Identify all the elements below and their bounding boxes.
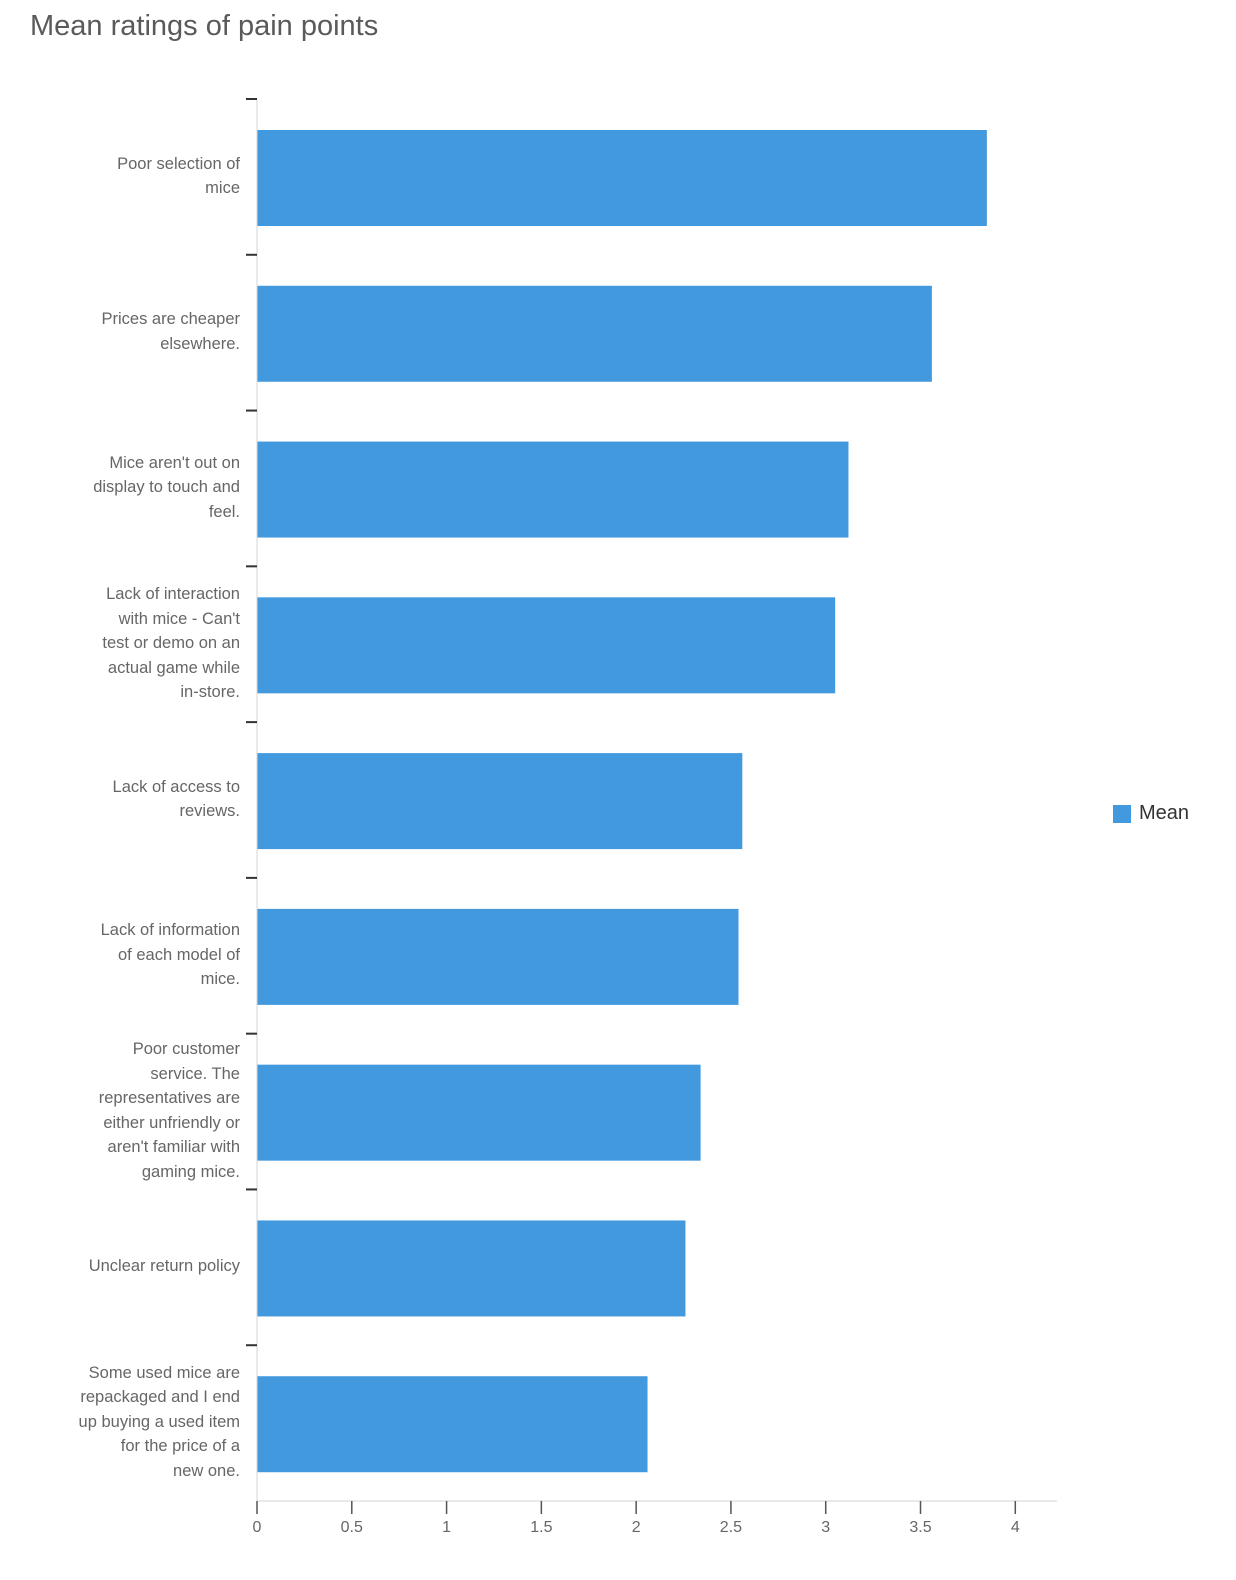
bar xyxy=(257,908,739,1005)
category-label-line: Poor customer xyxy=(132,1040,240,1059)
category-label-line: Poor selection of xyxy=(117,154,240,173)
category-label-line: display to touch and xyxy=(93,478,240,497)
category-label-line: new one. xyxy=(173,1461,240,1480)
category-label: Prices are cheaper elsewhere. xyxy=(40,307,241,356)
x-tick-label: 0.5 xyxy=(341,1519,363,1536)
x-tick-label: 0 xyxy=(253,1519,262,1536)
legend: Mean xyxy=(1113,802,1189,825)
x-tick-label: 2 xyxy=(632,1519,641,1536)
category-label-line: repackaged and I end xyxy=(80,1388,240,1407)
category-label-line: service. The xyxy=(150,1064,240,1083)
chart-title: Mean ratings of pain points xyxy=(30,10,379,42)
category-label: Lack of interaction with mice - Can't test… xyxy=(40,582,240,705)
category-label-line: gaming mice. xyxy=(141,1162,240,1181)
x-tick-label: 3 xyxy=(821,1519,830,1536)
x-tick-label: 2.5 xyxy=(720,1519,742,1536)
category-label-line: Mice aren't out on xyxy=(109,453,240,472)
bar xyxy=(257,1220,686,1317)
category-label-line: up buying a used item xyxy=(78,1412,240,1431)
category-label-line: Lack of information xyxy=(100,921,240,940)
category-label-line: feel. xyxy=(208,502,240,521)
category-label-line: Prices are cheaper xyxy=(101,310,241,329)
x-tick-label: 1.5 xyxy=(530,1519,552,1536)
category-label: Lack of information of each model of mice. xyxy=(40,918,240,992)
category-label: Lack of access to reviews. xyxy=(40,775,240,824)
category-label-line: for the price of a xyxy=(120,1437,240,1456)
bar xyxy=(257,285,932,382)
category-label-line: in-store. xyxy=(180,683,240,702)
bar xyxy=(257,130,987,226)
category-label-line: actual game while xyxy=(107,658,240,677)
bar xyxy=(257,1064,701,1161)
category-label: Unclear return policy xyxy=(40,1254,240,1279)
category-label-line: reviews. xyxy=(179,802,240,821)
bar xyxy=(257,597,836,694)
category-label-line: Lack of interaction xyxy=(106,585,240,604)
bar xyxy=(257,1376,648,1473)
category-label-line: test or demo on an xyxy=(102,634,240,653)
legend-swatch xyxy=(1113,804,1131,823)
axes: 0 0.5 1 1.5 2 2.5 3 3.5 4 xyxy=(246,98,1057,1536)
category-label-line: Unclear return policy xyxy=(88,1257,240,1276)
category-label: Poor selection of mice xyxy=(40,152,240,201)
category-label-line: either unfriendly or xyxy=(103,1113,240,1132)
category-label-line: with mice - Can't xyxy=(118,609,240,628)
category-label-line: representatives are xyxy=(98,1089,240,1108)
category-label-line: elsewhere. xyxy=(160,334,240,353)
category-label: Some used mice are repackaged and I end up… xyxy=(40,1361,240,1484)
bar xyxy=(257,441,849,538)
x-tick-label: 1 xyxy=(442,1519,451,1536)
category-label-line: aren't familiar with xyxy=(107,1138,240,1157)
category-label-line: mice. xyxy=(200,970,240,989)
bar xyxy=(257,753,743,850)
x-tick-label: 4 xyxy=(1011,1519,1020,1536)
category-label-line: Lack of access to xyxy=(112,777,240,796)
category-label: Mice aren't out on display to touch and fe… xyxy=(40,451,240,525)
x-tick-label: 3.5 xyxy=(909,1519,931,1536)
category-label-line: Some used mice are xyxy=(88,1363,240,1382)
category-label: Poor customer service. The representatives… xyxy=(40,1037,240,1184)
bars-layer xyxy=(257,130,987,1473)
category-label-line: of each model of xyxy=(118,945,240,964)
category-label-line: mice xyxy=(205,179,240,197)
legend-label: Mean xyxy=(1139,802,1190,824)
